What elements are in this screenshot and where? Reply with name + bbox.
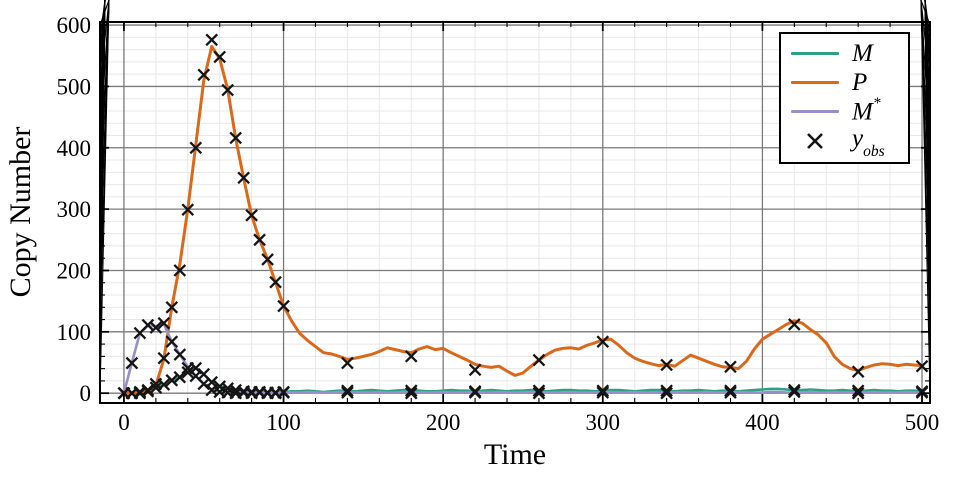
x-tick-labels: 0 100 200 300 400 500 bbox=[118, 410, 939, 435]
legend-entry-Mstar: M* bbox=[789, 95, 900, 126]
legend-label-yobs-sub: obs bbox=[863, 142, 885, 160]
x-tick-label: 0 bbox=[118, 410, 130, 435]
legend-entry-M: M bbox=[789, 39, 900, 68]
x-tick-label: 100 bbox=[266, 410, 301, 435]
y-tick-label: 0 bbox=[80, 381, 92, 406]
axis-ticks bbox=[99, 0, 931, 403]
legend-label-M: M bbox=[852, 40, 873, 67]
legend-entry-P: P bbox=[789, 68, 900, 97]
legend-label-Mstar-sup: * bbox=[872, 95, 881, 113]
y-tick-label: 400 bbox=[57, 136, 92, 161]
y-tick-labels: 0 100 200 300 400 500 600 bbox=[57, 13, 92, 406]
line-swatch-M bbox=[789, 52, 841, 55]
x-tick-label: 500 bbox=[905, 410, 940, 435]
series-line-Mstar bbox=[122, 322, 924, 395]
y-tick-label: 500 bbox=[57, 74, 92, 99]
legend-label-yobs: y bbox=[852, 124, 864, 152]
legend: M P M* yobs bbox=[779, 32, 910, 164]
yobs-marker-icon bbox=[789, 131, 841, 151]
legend-entry-yobs: yobs bbox=[789, 124, 900, 159]
y-axis-title: Copy Number bbox=[4, 126, 37, 298]
x-axis-title: Time bbox=[483, 438, 547, 471]
line-swatch-Mstar bbox=[789, 110, 841, 113]
x-tick-label: 200 bbox=[426, 410, 461, 435]
line-swatch-P bbox=[789, 81, 841, 84]
y-tick-label: 300 bbox=[57, 197, 92, 222]
y-tick-label: 200 bbox=[57, 258, 92, 283]
x-tick-label: 300 bbox=[586, 410, 621, 435]
series-line-P bbox=[122, 45, 924, 395]
observation-markers bbox=[117, 33, 929, 400]
y-tick-label: 600 bbox=[57, 13, 92, 38]
legend-label-P: P bbox=[852, 69, 868, 96]
y-tick-label: 100 bbox=[57, 320, 92, 345]
legend-label-Mstar: M bbox=[852, 98, 873, 126]
x-tick-label: 400 bbox=[745, 410, 780, 435]
